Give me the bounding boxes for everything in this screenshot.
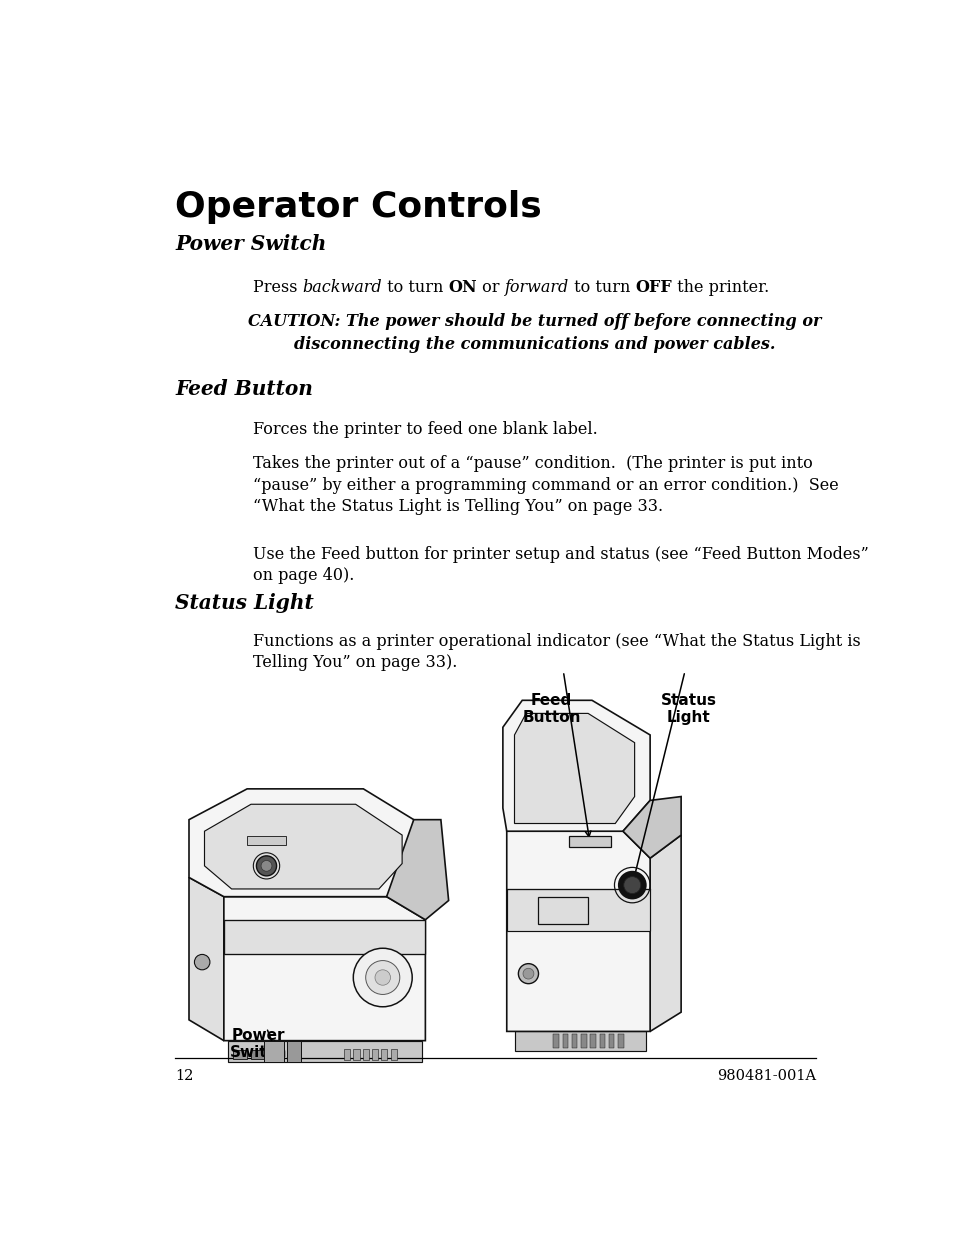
Text: backward: backward bbox=[302, 280, 381, 296]
Polygon shape bbox=[502, 700, 649, 831]
Bar bbox=[590, 1035, 596, 1048]
Polygon shape bbox=[506, 889, 649, 931]
Text: to turn: to turn bbox=[568, 280, 635, 296]
Text: “What the Status Light is Telling You” on page 33.: “What the Status Light is Telling You” o… bbox=[253, 498, 662, 515]
Bar bbox=[553, 1035, 558, 1048]
Circle shape bbox=[618, 871, 645, 899]
Text: Power
Switch: Power Switch bbox=[230, 1027, 287, 1060]
Polygon shape bbox=[386, 820, 448, 920]
Polygon shape bbox=[622, 796, 680, 859]
Text: or: or bbox=[476, 280, 504, 296]
Bar bbox=[599, 1035, 604, 1048]
Polygon shape bbox=[514, 714, 634, 824]
Text: OFF: OFF bbox=[635, 280, 671, 296]
Text: forward: forward bbox=[504, 280, 568, 296]
Text: ON: ON bbox=[448, 280, 476, 296]
Bar bbox=[580, 1035, 586, 1048]
Text: “pause” by either a programming command or an error condition.)  See: “pause” by either a programming command … bbox=[253, 477, 838, 494]
Polygon shape bbox=[649, 835, 680, 1031]
Circle shape bbox=[261, 860, 272, 871]
Circle shape bbox=[623, 876, 640, 894]
Bar bbox=[344, 1050, 350, 1060]
Text: Use the Feed button for printer setup and status (see “Feed Button Modes”: Use the Feed button for printer setup an… bbox=[253, 547, 867, 563]
Polygon shape bbox=[514, 1031, 645, 1051]
Text: Feed
Button: Feed Button bbox=[522, 693, 580, 725]
Bar bbox=[381, 1050, 387, 1060]
Polygon shape bbox=[228, 1041, 421, 1062]
Bar bbox=[390, 1050, 396, 1060]
Polygon shape bbox=[204, 804, 402, 889]
Bar bbox=[362, 1050, 369, 1060]
Bar bbox=[247, 836, 286, 845]
Bar bbox=[608, 1035, 614, 1048]
Text: on page 40).: on page 40). bbox=[253, 568, 354, 584]
Text: Operator Controls: Operator Controls bbox=[174, 190, 541, 223]
Text: CAUTION: The power should be turned off before connecting or: CAUTION: The power should be turned off … bbox=[248, 313, 821, 329]
Text: Functions as a printer operational indicator (see “What the Status Light is: Functions as a printer operational indic… bbox=[253, 633, 860, 650]
Text: Status
Light: Status Light bbox=[660, 693, 716, 725]
Text: 980481-001A: 980481-001A bbox=[716, 1070, 815, 1083]
Polygon shape bbox=[224, 920, 425, 955]
Text: Forces the printer to feed one blank label.: Forces the printer to feed one blank lab… bbox=[253, 421, 597, 438]
Text: Feed Button: Feed Button bbox=[174, 379, 313, 399]
Text: to turn: to turn bbox=[381, 280, 448, 296]
Circle shape bbox=[353, 948, 412, 1007]
Text: 12: 12 bbox=[174, 1070, 193, 1083]
Bar bbox=[353, 1050, 359, 1060]
Circle shape bbox=[522, 968, 534, 978]
Circle shape bbox=[256, 856, 276, 876]
Bar bbox=[251, 1050, 278, 1060]
Text: Status Light: Status Light bbox=[174, 593, 314, 613]
Bar bbox=[264, 1041, 283, 1062]
Text: Power Switch: Power Switch bbox=[174, 235, 326, 255]
Circle shape bbox=[517, 963, 537, 983]
Circle shape bbox=[375, 970, 390, 985]
Polygon shape bbox=[224, 896, 425, 1041]
Polygon shape bbox=[189, 877, 224, 1041]
Circle shape bbox=[365, 961, 399, 995]
Bar bbox=[571, 1035, 577, 1048]
Polygon shape bbox=[506, 831, 649, 1031]
Bar bbox=[568, 836, 611, 846]
Bar bbox=[618, 1035, 623, 1048]
Bar bbox=[372, 1050, 377, 1060]
Text: Press: Press bbox=[253, 280, 302, 296]
Bar bbox=[537, 896, 587, 924]
Text: disconnecting the communications and power cables.: disconnecting the communications and pow… bbox=[294, 336, 774, 353]
Bar bbox=[233, 1050, 247, 1060]
Text: Telling You” on page 33).: Telling You” on page 33). bbox=[253, 654, 456, 671]
Bar bbox=[562, 1035, 567, 1048]
Circle shape bbox=[194, 955, 210, 970]
Text: the printer.: the printer. bbox=[671, 280, 768, 296]
Polygon shape bbox=[189, 789, 414, 896]
Bar bbox=[287, 1041, 301, 1062]
Text: Takes the printer out of a “pause” condition.  (The printer is put into: Takes the printer out of a “pause” condi… bbox=[253, 456, 811, 473]
